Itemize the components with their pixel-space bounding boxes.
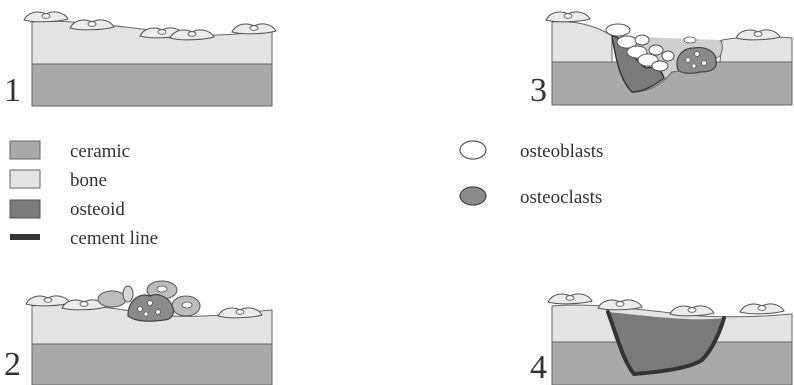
lining-cell xyxy=(735,29,781,41)
osteoblast-swatch xyxy=(459,140,487,160)
lining-cell xyxy=(739,303,785,315)
bone-layer xyxy=(551,21,613,63)
ceramic-layer xyxy=(31,63,273,107)
lining-cell xyxy=(69,19,115,31)
lining-cell xyxy=(597,299,643,311)
panel-number: 1 xyxy=(4,72,21,109)
legend-item-osteoclasts: osteoclasts xyxy=(459,186,602,208)
panel-number: 2 xyxy=(4,346,21,383)
legend-item-ceramic: ceramic xyxy=(9,140,130,162)
lining-cell xyxy=(25,295,71,307)
osteoclast xyxy=(127,294,175,322)
swatch xyxy=(9,140,41,160)
panel-2: 2 xyxy=(4,280,273,385)
legend-label: osteoblasts xyxy=(520,141,603,162)
cement-line xyxy=(606,310,726,377)
panel-4: 4 xyxy=(530,293,793,385)
lining-cell xyxy=(547,293,593,305)
lining-cell xyxy=(669,305,715,317)
swatch xyxy=(9,169,41,189)
lining-cell xyxy=(231,23,277,35)
lining-cell xyxy=(23,11,69,23)
legend-materials: ceramic bone osteoid cement line xyxy=(9,140,158,249)
swatch xyxy=(10,234,40,240)
legend-label: ceramic xyxy=(70,141,130,162)
ceramic-layer xyxy=(551,61,793,106)
osteoid-deposit xyxy=(608,312,724,374)
legend-cells: osteoblasts osteoclasts xyxy=(459,140,603,208)
osteoclast-swatch xyxy=(459,186,487,206)
legend-label: bone xyxy=(70,170,107,191)
legend-label: cement line xyxy=(70,228,158,249)
lining-cell xyxy=(545,11,591,23)
ceramic-layer xyxy=(31,343,273,385)
panel-number: 4 xyxy=(530,349,547,385)
panel-1: 1 xyxy=(4,11,277,109)
panel-number: 3 xyxy=(530,72,547,109)
cell-cluster xyxy=(97,280,201,322)
legend-item-bone: bone xyxy=(9,169,107,191)
lining-cell xyxy=(217,307,263,319)
bone-layer xyxy=(719,36,793,63)
legend-item-osteoid: osteoid xyxy=(9,199,125,220)
legend-item-osteoblasts: osteoblasts xyxy=(459,140,603,162)
legend-label: osteoclasts xyxy=(520,187,602,208)
legend-item-cement-line: cement line xyxy=(10,228,158,249)
osteoblast-chain xyxy=(605,23,697,72)
osteoclast xyxy=(676,47,717,74)
swatch xyxy=(9,199,41,219)
lining-cell xyxy=(169,29,215,41)
legend-label: osteoid xyxy=(70,199,125,220)
panel-3: 3 xyxy=(530,11,793,109)
